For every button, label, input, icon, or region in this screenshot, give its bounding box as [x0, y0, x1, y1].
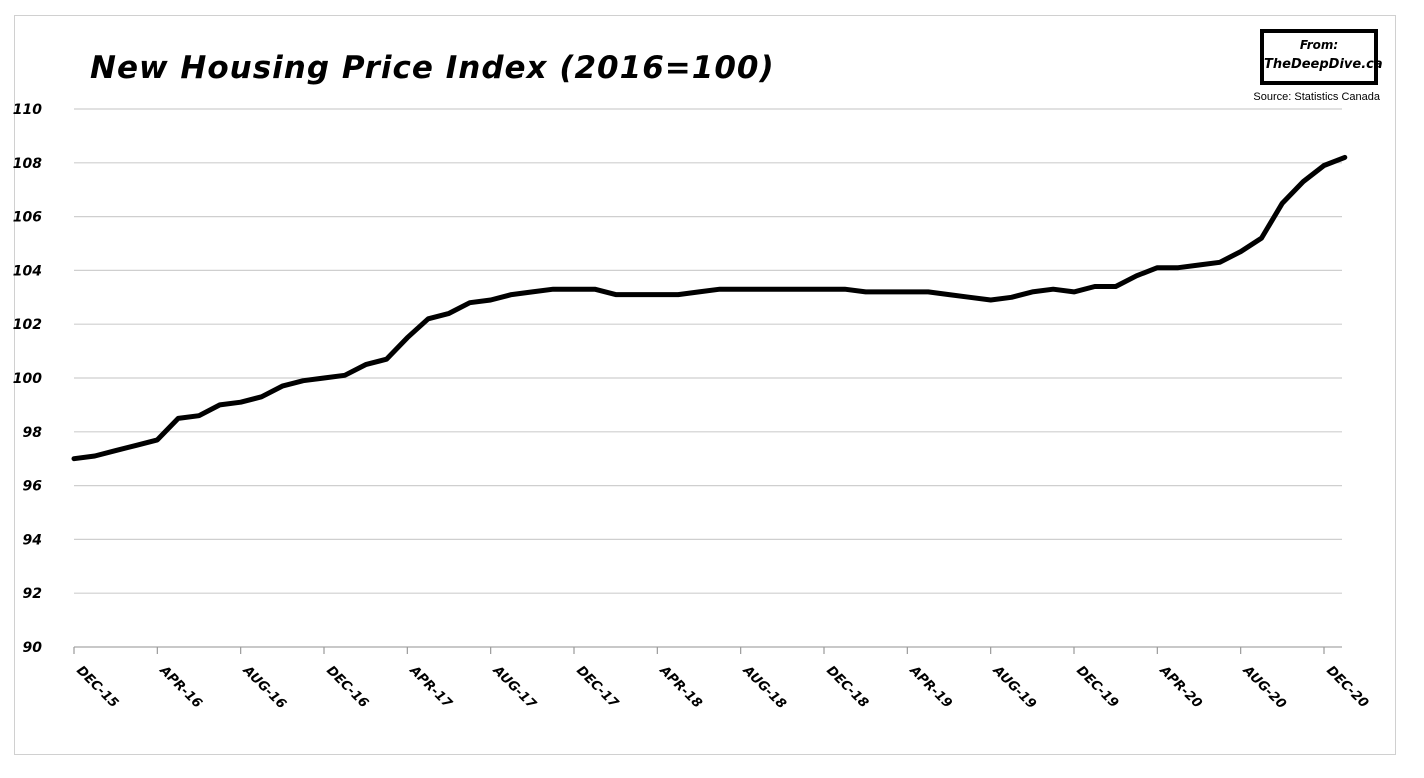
x-tick-label: DEC-18	[823, 663, 871, 711]
y-tick-label: 106	[13, 210, 42, 226]
y-tick-label: 102	[13, 317, 42, 333]
y-tick-label: 96	[23, 479, 43, 495]
source-badge: From: TheDeepDive.ca	[1260, 29, 1383, 85]
x-tick-label: AUG-17	[489, 663, 539, 713]
x-tick-label: APR-20	[1156, 663, 1205, 712]
x-tick-label: AUG-20	[1239, 663, 1289, 713]
x-tick-label: DEC-15	[73, 663, 121, 711]
source-note: Source: Statistics Canada	[1253, 91, 1380, 103]
y-tick-label: 98	[23, 425, 43, 441]
y-tick-label: 110	[13, 102, 42, 118]
x-tick-label: AUG-18	[739, 663, 789, 713]
y-tick-label: 108	[13, 156, 42, 172]
x-tick-label: APR-16	[156, 663, 205, 712]
x-tick-label: DEC-17	[573, 663, 622, 712]
y-tick-label: 94	[23, 532, 42, 548]
series-line	[71, 154, 1348, 462]
y-tick-label: 92	[23, 586, 42, 602]
x-tick-label: APR-19	[906, 663, 955, 712]
chart-frame	[14, 15, 1396, 755]
badge-site-label: TheDeepDive.ca	[1264, 57, 1383, 72]
x-tick-label: DEC-16	[323, 663, 371, 711]
chart-title: New Housing Price Index (2016=100)	[90, 50, 775, 86]
x-tick-label: DEC-19	[1073, 663, 1121, 711]
x-tick-label: AUG-16	[239, 663, 289, 713]
y-tick-label: 104	[13, 263, 42, 279]
y-tick-label: 90	[23, 640, 43, 656]
x-tick-label: DEC-20	[1323, 663, 1371, 711]
x-tick-label: APR-18	[656, 663, 705, 712]
x-tick-label: AUG-19	[989, 663, 1039, 713]
x-tick-label: APR-17	[406, 663, 456, 713]
y-tick-label: 100	[13, 371, 42, 387]
badge-from-label: From:	[1299, 38, 1339, 52]
